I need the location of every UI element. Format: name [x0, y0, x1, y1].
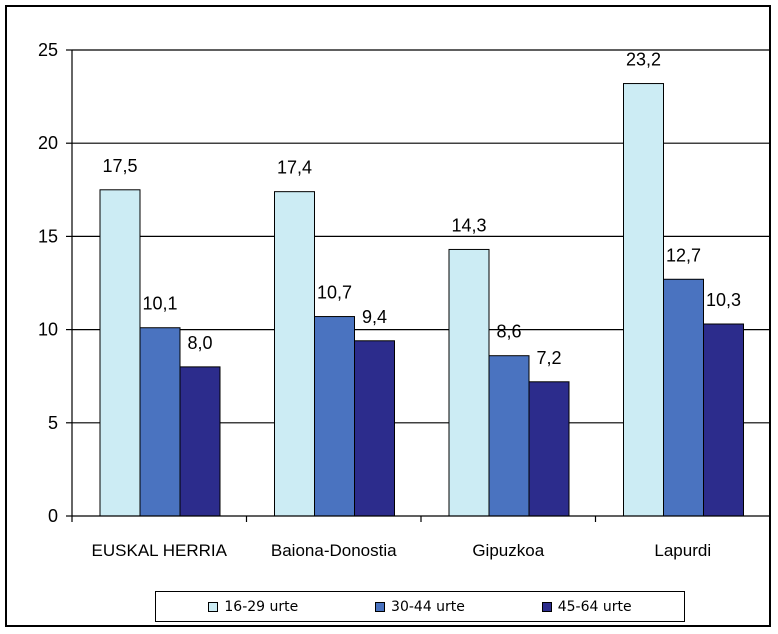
- data-label: 12,7: [666, 245, 701, 265]
- legend-swatch: [208, 601, 219, 612]
- bar: [623, 83, 664, 517]
- legend-item-45-64: 45-64 urte: [541, 598, 632, 615]
- data-label: 23,2: [626, 50, 661, 70]
- data-label: 17,4: [277, 158, 312, 178]
- data-label: 10,3: [706, 290, 741, 310]
- x-tick-label: EUSKAL HERRIA: [92, 541, 228, 560]
- legend: 16-29 urte 30-44 urte 45-64 urte: [155, 591, 685, 622]
- y-tick-label: 10: [38, 320, 58, 340]
- y-tick-label: 25: [38, 40, 58, 60]
- data-label: 7,2: [536, 348, 561, 368]
- y-tick-label: 5: [48, 413, 58, 433]
- bar: [99, 189, 141, 517]
- data-label: 10,1: [142, 294, 177, 314]
- bars: [99, 83, 744, 517]
- axes: 0 5 10 15 20 25 EUSKAL HERRIA Baiona-Donostia Gi…: [38, 40, 771, 560]
- data-label: 8,0: [187, 333, 212, 353]
- bar: [488, 355, 530, 517]
- legend-swatch: [375, 601, 386, 612]
- legend-item-30-44: 30-44 urte: [375, 599, 465, 615]
- data-label: 8,6: [496, 322, 521, 342]
- bar: [139, 327, 181, 517]
- legend-label: 45-64 urte: [557, 598, 632, 615]
- data-labels: 17,5 10,1 8,0 17,4 10,7 9,4 14,3 8,6 7,2 23,2 12,7…: [102, 50, 741, 368]
- bar: [314, 316, 355, 517]
- data-label: 10,7: [317, 283, 352, 303]
- y-tick-label: 20: [38, 133, 58, 153]
- data-label: 17,5: [102, 156, 137, 176]
- x-tick-label: Gipuzkoa: [472, 541, 544, 560]
- bar: [448, 248, 490, 517]
- bar: [703, 323, 744, 517]
- legend-swatch: [541, 601, 552, 612]
- legend-label: 30-44 urte: [391, 598, 465, 615]
- y-tick-label: 15: [38, 226, 58, 246]
- bar: [179, 366, 221, 517]
- data-label: 9,4: [362, 307, 387, 327]
- bar: [663, 278, 704, 517]
- bar: [528, 381, 570, 517]
- data-label: 14,3: [451, 215, 486, 235]
- bar: [354, 340, 395, 517]
- x-tick-label: Lapurdi: [654, 541, 711, 560]
- bar: [274, 191, 315, 517]
- legend-item-16-29: 16-29 urte: [208, 599, 298, 615]
- x-tick-label: Baiona-Donostia: [271, 541, 397, 560]
- y-tick-label: 0: [48, 506, 58, 526]
- legend-label: 16-29 urte: [224, 598, 299, 615]
